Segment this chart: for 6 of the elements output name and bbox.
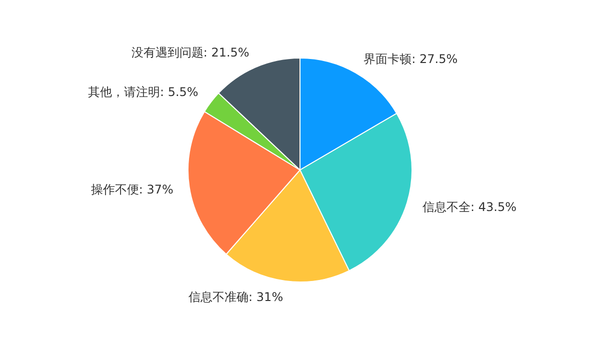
slice-label: 操作不便: 37% [90, 182, 174, 196]
slice-label: 界面卡顿: 27.5% [364, 52, 458, 66]
slice-label: 其他，请注明: 5.5% [88, 85, 198, 100]
slice-label: 信息不准确: 31% [188, 290, 284, 304]
slice-label: 没有遇到问题: 21.5% [131, 45, 250, 60]
slice-label: 信息不全: 43.5% [422, 200, 517, 214]
